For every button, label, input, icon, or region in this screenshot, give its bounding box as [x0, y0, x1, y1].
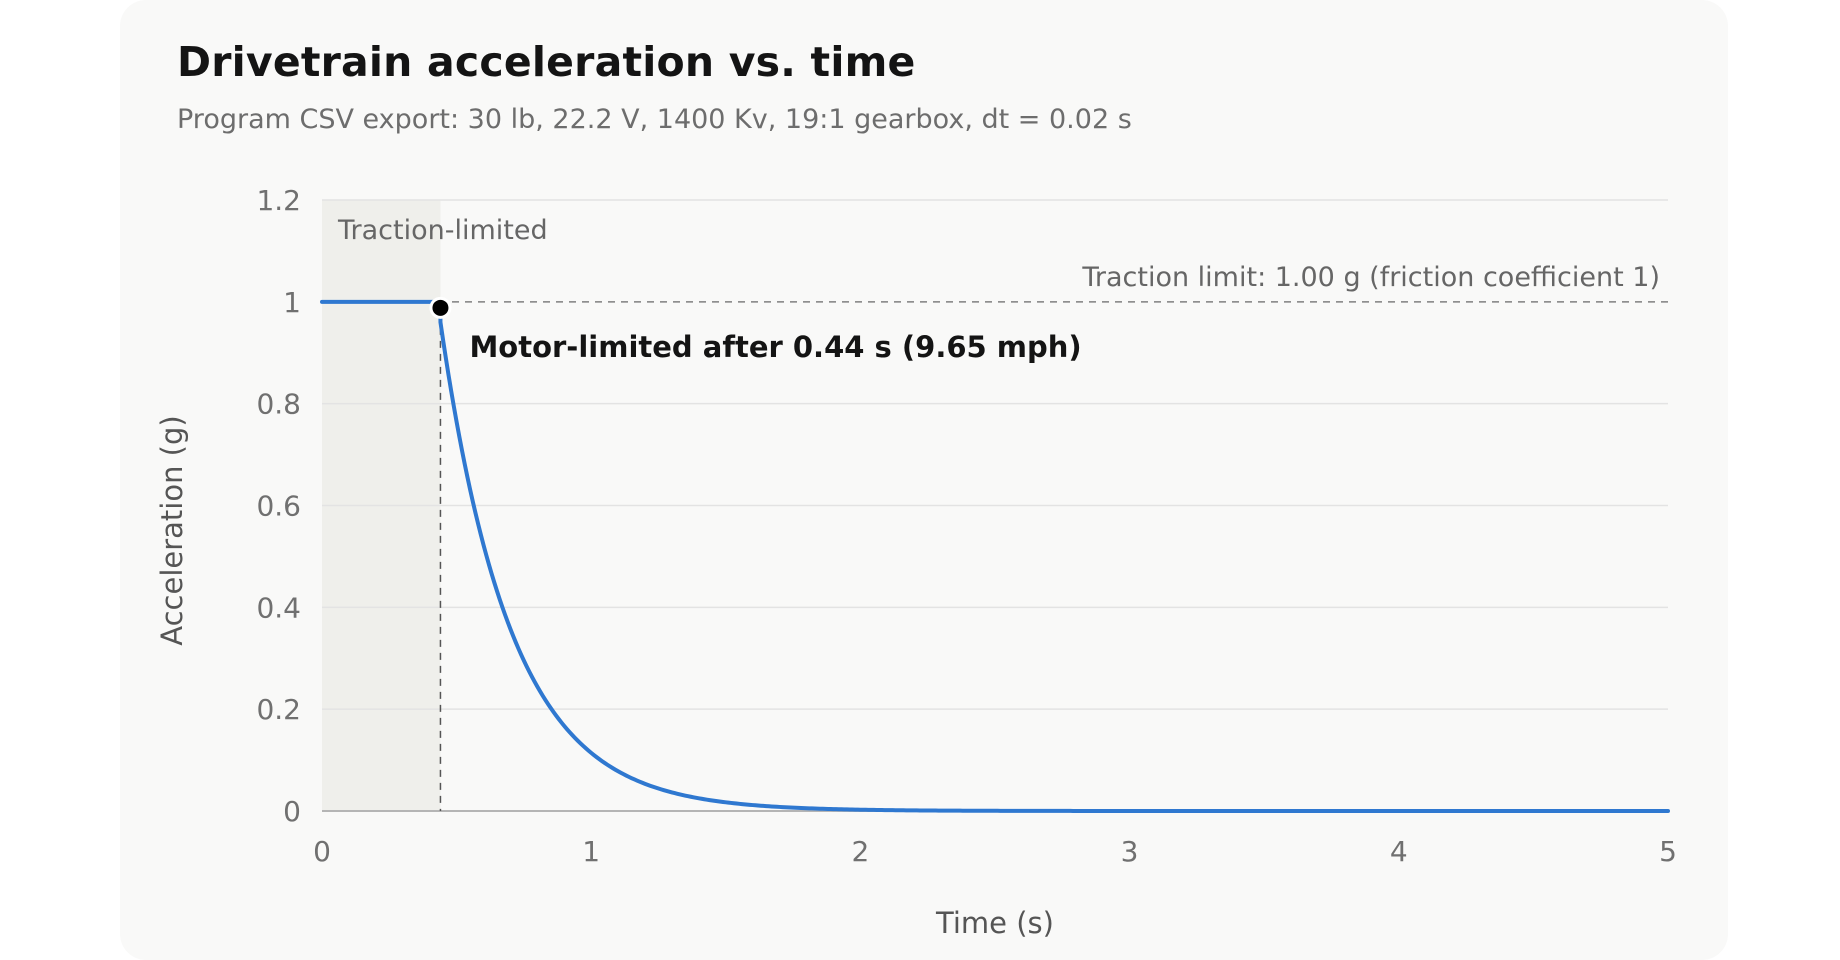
y-tick-label: 0.8	[256, 388, 301, 421]
x-tick-label: 5	[1659, 835, 1677, 868]
chart-subtitle: Program CSV export: 30 lb, 22.2 V, 1400 …	[177, 104, 1132, 135]
chart-title: Drivetrain acceleration vs. time	[177, 38, 916, 86]
x-tick-label: 0	[313, 835, 331, 868]
region-label: Traction-limited	[337, 215, 548, 246]
x-tick-label: 4	[1390, 835, 1408, 868]
y-tick-label: 1.2	[256, 184, 301, 217]
y-axis-title: Acceleration (g)	[155, 415, 189, 645]
y-tick-label: 0	[283, 795, 301, 828]
y-tick-label: 0.6	[256, 490, 301, 523]
x-tick-label: 3	[1121, 835, 1139, 868]
transition-annotation: Motor-limited after 0.44 s (9.65 mph)	[469, 330, 1081, 364]
traction-limit-label: Traction limit: 1.00 g (friction coeffic…	[1081, 262, 1660, 293]
y-tick-label: 0.2	[256, 693, 301, 726]
x-tick-label: 1	[582, 835, 600, 868]
x-axis-title: Time (s)	[935, 906, 1054, 940]
x-tick-label: 2	[851, 835, 869, 868]
y-tick-label: 1	[283, 286, 301, 319]
acceleration-series-line	[320, 299, 1670, 813]
transition-point-marker	[429, 296, 452, 319]
y-tick-label: 0.4	[256, 591, 301, 624]
